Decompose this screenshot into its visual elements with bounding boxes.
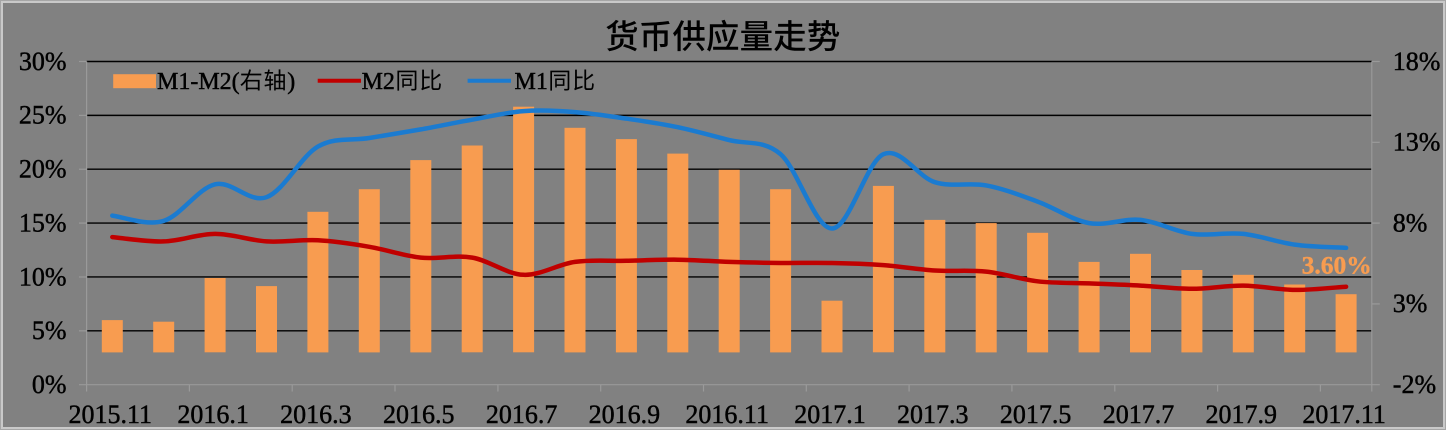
svg-text:25%: 25% — [19, 101, 67, 130]
svg-text:2017.1: 2017.1 — [794, 400, 866, 429]
svg-text:): ) — [287, 69, 295, 95]
svg-text:0%: 0% — [32, 370, 67, 399]
svg-text:-2%: -2% — [1393, 370, 1436, 399]
svg-text:M1: M1 — [515, 69, 548, 95]
svg-text:2016.1: 2016.1 — [177, 400, 249, 429]
svg-text:3.60%: 3.60% — [1302, 251, 1372, 280]
svg-text:30%: 30% — [19, 47, 67, 76]
svg-text:2017.3: 2017.3 — [897, 400, 969, 429]
svg-text:5%: 5% — [32, 316, 67, 345]
svg-text:3%: 3% — [1393, 289, 1428, 318]
svg-text:2016.5: 2016.5 — [383, 400, 455, 429]
svg-text:15%: 15% — [19, 208, 67, 237]
svg-text:2017.9: 2017.9 — [1206, 400, 1278, 429]
svg-text:20%: 20% — [19, 155, 67, 184]
svg-text:2017.7: 2017.7 — [1103, 400, 1175, 429]
svg-text:2017.11: 2017.11 — [1302, 400, 1386, 429]
svg-text:M1-M2(: M1-M2( — [157, 69, 240, 95]
svg-text:13%: 13% — [1393, 128, 1441, 157]
svg-text:18%: 18% — [1393, 47, 1441, 76]
svg-text:2017.5: 2017.5 — [1000, 400, 1072, 429]
svg-text:2015.11: 2015.11 — [69, 400, 153, 429]
svg-text:2016.3: 2016.3 — [280, 400, 352, 429]
svg-text:8%: 8% — [1393, 208, 1428, 237]
svg-text:2016.9: 2016.9 — [589, 400, 661, 429]
svg-text:10%: 10% — [19, 262, 67, 291]
svg-text:2016.7: 2016.7 — [486, 400, 558, 429]
svg-text:M2: M2 — [362, 69, 395, 95]
svg-text:2016.11: 2016.11 — [685, 400, 769, 429]
